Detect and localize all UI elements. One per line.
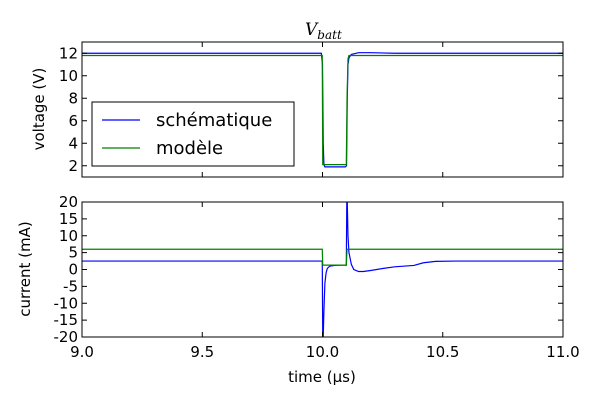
current-ytick-label: 15: [59, 210, 78, 228]
voltage-series-line-modele: [82, 54, 563, 166]
current-series-line-modele: [82, 248, 563, 266]
voltage-ylabel: voltage (V): [30, 68, 48, 151]
legend-label-schematique: schématique: [156, 110, 272, 131]
current-xlabel: time (µs): [288, 368, 356, 386]
current-xtick-label: 9.5: [190, 343, 214, 361]
current-ytick-label: -10: [54, 294, 79, 312]
voltage-ticks-group: 2 4 6 8 10 12: [59, 42, 564, 177]
voltage-series-group: [82, 52, 563, 168]
current-ytick-label: -15: [54, 311, 79, 329]
current-xtick-label: 10.0: [306, 343, 339, 361]
current-xtick-label: 10.5: [426, 343, 459, 361]
current-ytick-label: 0: [68, 261, 78, 279]
voltage-panel: Vbatt 2 4 6 8 10 12 voltage (V) schématique m…: [30, 20, 564, 178]
current-xtick-label: 11.0: [546, 343, 579, 361]
current-series-line-schematique: [82, 202, 563, 337]
voltage-ytick-label: 2: [68, 157, 78, 175]
voltage-ytick-label: 6: [68, 112, 78, 130]
current-xtick-label: 9.0: [70, 343, 94, 361]
current-ytick-label: -20: [54, 328, 79, 346]
current-ytick-label: 10: [59, 227, 78, 245]
legend-box: [91, 101, 295, 167]
voltage-ytick-label: 10: [59, 67, 78, 85]
voltage-ytick-label: 12: [59, 44, 78, 62]
voltage-chart-title: Vbatt: [305, 20, 342, 42]
current-ytick-label: 20: [59, 193, 78, 211]
current-ytick-label: 5: [68, 244, 78, 262]
legend: schématique modèle: [91, 101, 295, 167]
current-axes-frame: [81, 201, 564, 338]
current-series-group: [82, 202, 563, 337]
voltage-axes-frame: [81, 41, 564, 178]
voltage-ytick-label: 8: [68, 89, 78, 107]
current-ylabel: current (mA): [16, 221, 34, 316]
legend-label-modele: modèle: [156, 138, 223, 159]
current-ytick-label: -5: [63, 277, 78, 295]
voltage-ytick-label: 4: [68, 134, 78, 152]
